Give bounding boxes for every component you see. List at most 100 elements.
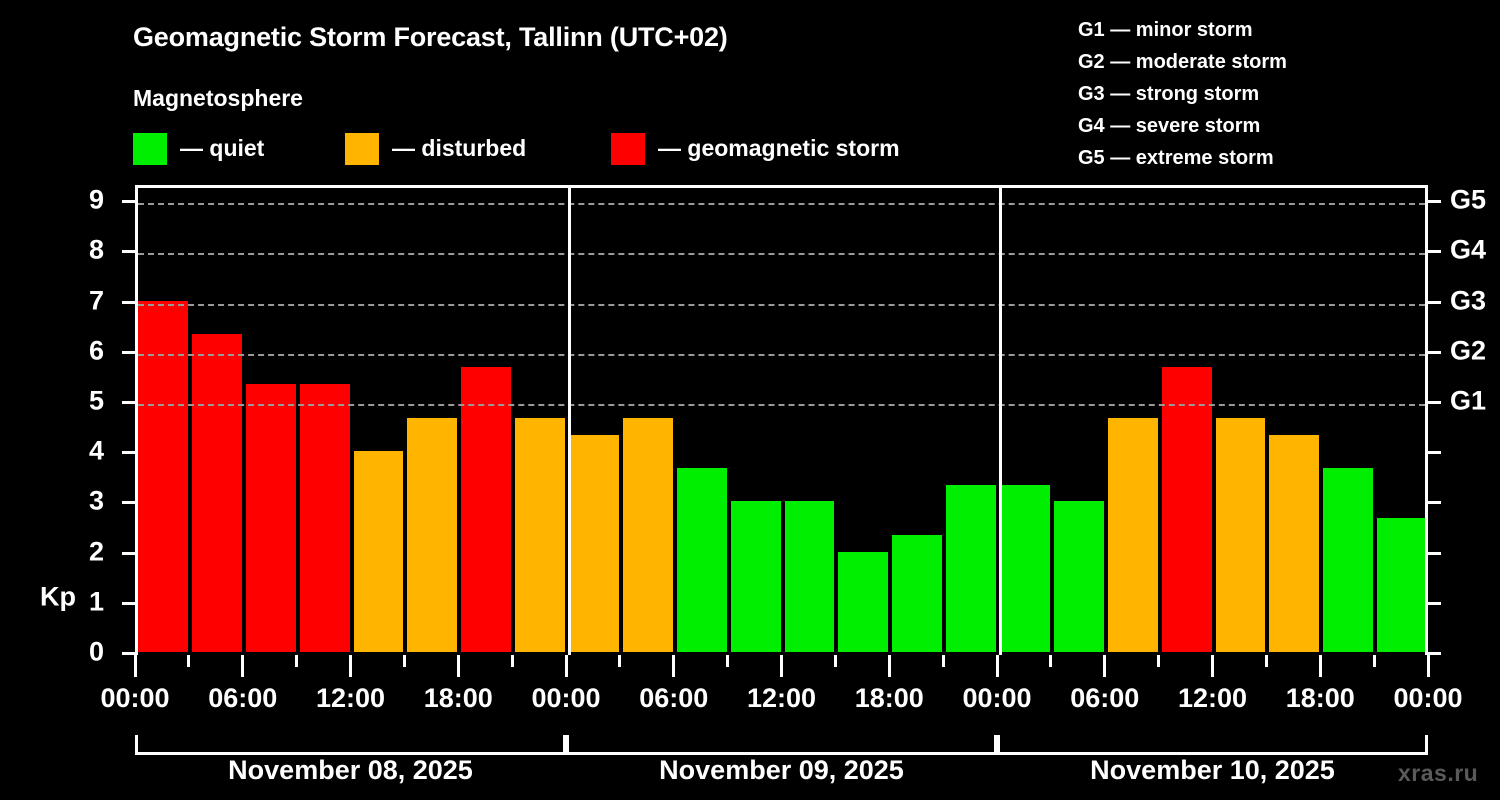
- x-tick-23: [1372, 655, 1376, 667]
- y-tick-label-0: 0: [88, 636, 104, 667]
- legend-swatch-storm: [611, 133, 645, 165]
- x-axis-label: 06:00: [639, 683, 709, 713]
- y-tick-2: [122, 551, 135, 555]
- bar: [191, 334, 242, 652]
- g-axis-tick-kp-4: [1428, 451, 1441, 455]
- bar: [461, 367, 512, 652]
- bar: [1161, 367, 1212, 652]
- x-tick-22: [1318, 655, 1322, 677]
- x-tick-6: [456, 655, 460, 677]
- bar: [245, 384, 296, 652]
- y-tick-label-7: 7: [88, 285, 104, 316]
- g-axis-tick-kp-3: [1428, 501, 1441, 505]
- date-label: November 09, 2025: [659, 755, 904, 785]
- g-axis-label-G1: G1: [1450, 385, 1487, 416]
- x-axis-labels: 00:00 06:00 12:00 18:00 00:00 06:00 12:00 18:00…: [0, 683, 1500, 723]
- x-tick-7: [510, 655, 514, 667]
- x-tick-8: [564, 655, 568, 677]
- x-axis-label: 18:00: [1285, 683, 1355, 713]
- date-bracket-1: [135, 735, 566, 755]
- date-bracket-3: [997, 735, 1428, 755]
- bar: [299, 384, 350, 652]
- x-tick-19: [1157, 655, 1161, 667]
- chart-subtitle: Magnetosphere: [133, 85, 303, 111]
- x-tick-5: [402, 655, 406, 667]
- g-legend-row-1: G1 — minor storm: [1078, 19, 1253, 41]
- gridline-kp-8: [138, 253, 1425, 256]
- plot-area: [135, 185, 1428, 655]
- y-tick-label-8: 8: [88, 234, 104, 265]
- x-tick-3: [295, 655, 299, 667]
- bar: [569, 434, 619, 652]
- y-tick-label-9: 9: [88, 184, 104, 215]
- x-tick-10: [672, 655, 676, 677]
- bar: [676, 467, 727, 652]
- x-tick-12: [780, 655, 783, 677]
- y-tick-label-3: 3: [88, 485, 104, 516]
- x-axis-label: 12:00: [1177, 683, 1248, 713]
- legend-label-storm: — geomagnetic storm: [658, 134, 900, 161]
- x-tick-18: [1103, 655, 1107, 677]
- x-axis-label: 06:00: [1070, 683, 1140, 713]
- legend-swatch-disturbed: [345, 133, 379, 165]
- g-axis-tick-kp-0: [1428, 652, 1441, 655]
- gridline-kp-7: [138, 303, 1425, 306]
- g-axis-tick-kp-5: [1428, 401, 1441, 404]
- date-label: November 08, 2025: [228, 755, 473, 785]
- bar: [1269, 434, 1320, 652]
- x-tick-0: [133, 655, 137, 677]
- g-scale-legend: G1 — minor storm G2 — moderate storm G3 — …: [1078, 14, 1287, 174]
- date-brackets: November 08, 2025 November 09, 2025 Novemb…: [0, 735, 1500, 800]
- x-axis-label: 00:00: [962, 683, 1032, 713]
- legend-label-quiet: — quiet: [180, 134, 265, 161]
- y-tick-label-4: 4: [88, 435, 104, 466]
- g-axis-label-G2: G2: [1450, 335, 1487, 366]
- bar: [892, 535, 943, 652]
- date-label: November 10, 2025: [1090, 755, 1335, 785]
- legend-label-disturbed: — disturbed: [392, 134, 527, 161]
- bar: [1053, 501, 1104, 652]
- bar: [622, 417, 673, 652]
- legend-item-disturbed: — disturbed: [345, 133, 526, 167]
- x-tick-15: [941, 655, 945, 667]
- y-axis: Kp 0 1 2 3 4 5 6 7 8 9: [0, 184, 135, 665]
- x-axis-label: 00:00: [100, 683, 170, 713]
- y-tick-0: [122, 652, 135, 655]
- x-axis-label: 18:00: [854, 683, 924, 713]
- y-tick-1: [122, 601, 135, 605]
- x-axis-label: 00:00: [531, 683, 601, 713]
- x-axis-label: 12:00: [315, 683, 386, 713]
- x-tick-17: [1049, 655, 1053, 667]
- x-tick-16: [995, 655, 999, 677]
- bars-layer: [138, 188, 1425, 655]
- x-axis-label: 18:00: [423, 683, 493, 713]
- g-legend-row-2: G2 — moderate storm: [1078, 51, 1287, 73]
- x-tick-24: [1426, 655, 1430, 677]
- x-axis-label: 00:00: [1393, 683, 1463, 713]
- bar: [1215, 417, 1266, 652]
- y-tick-label-2: 2: [88, 536, 104, 567]
- y-tick-label-5: 5: [88, 385, 104, 416]
- gridline-kp-6: [138, 353, 1425, 356]
- y-tick-4: [122, 451, 135, 455]
- x-tick-21: [1264, 655, 1268, 667]
- x-tick-9: [618, 655, 622, 667]
- g-axis-tick-kp-6: [1428, 350, 1441, 354]
- bar: [730, 501, 781, 652]
- bar: [946, 484, 996, 652]
- y-tick-3: [122, 501, 135, 505]
- bar: [515, 417, 565, 652]
- y-tick-label-6: 6: [88, 335, 104, 366]
- y-tick-6: [122, 350, 135, 354]
- bar: [1377, 517, 1425, 652]
- x-tick-11: [726, 655, 730, 667]
- bar: [1323, 467, 1374, 652]
- x-tick-1: [187, 655, 191, 667]
- g-scale-axis: G1 G2 G3 G4 G5: [1428, 185, 1500, 655]
- g-axis-tick-kp-9: [1428, 200, 1441, 204]
- g-legend-row-3: G3 — strong storm: [1078, 83, 1260, 105]
- bar: [1107, 417, 1158, 652]
- g-axis-tick-kp-8: [1428, 250, 1441, 254]
- y-tick-9: [122, 200, 135, 204]
